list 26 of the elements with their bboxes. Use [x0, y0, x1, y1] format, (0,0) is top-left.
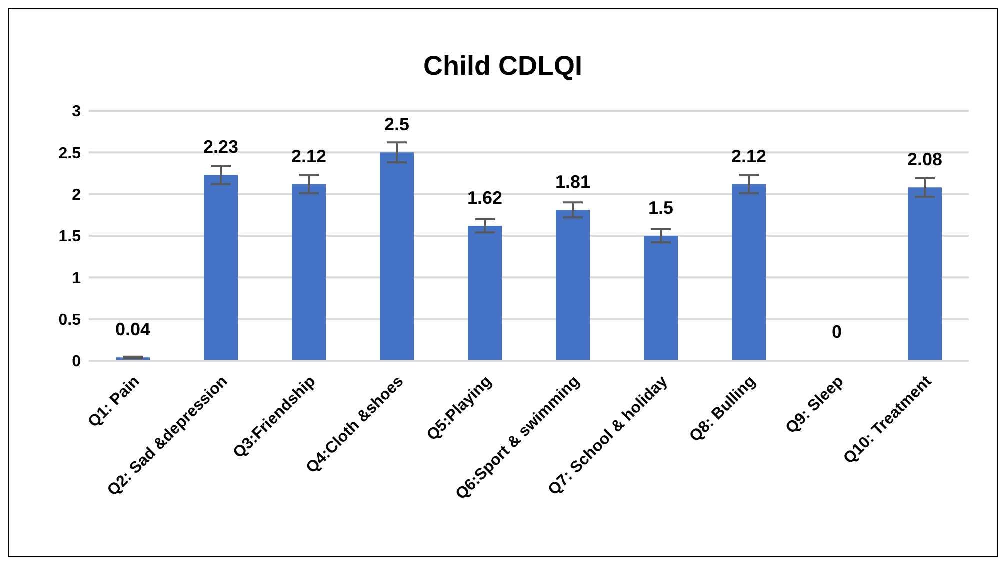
- bar: [380, 152, 414, 361]
- data-label: 2.12: [731, 146, 767, 166]
- bar: [556, 210, 590, 361]
- y-tick-label: 3: [72, 104, 82, 121]
- y-tick-label: 1: [72, 270, 82, 288]
- data-label: 1.5: [648, 198, 674, 218]
- data-label: 0.04: [115, 320, 151, 340]
- data-label: 0: [832, 322, 842, 342]
- bar: [644, 236, 678, 361]
- data-label: 1.81: [555, 172, 591, 192]
- bar: [468, 226, 502, 361]
- data-label: 2.5: [384, 114, 410, 135]
- bar: [732, 184, 766, 361]
- bar: [908, 188, 942, 361]
- y-tick-label: 2: [72, 187, 82, 204]
- data-label: 2.12: [291, 146, 327, 166]
- y-tick-label: 2.5: [58, 145, 82, 162]
- data-label: 2.08: [907, 150, 943, 170]
- y-tick-label: 1.5: [58, 228, 82, 246]
- data-label: 2.23: [203, 137, 239, 158]
- chart-title: Child CDLQI: [422, 50, 584, 83]
- y-tick-label: 0.5: [58, 312, 82, 330]
- data-label: 1.62: [467, 188, 503, 208]
- bar: [204, 175, 238, 361]
- y-tick-label: 0: [72, 354, 82, 371]
- bar: [292, 184, 326, 361]
